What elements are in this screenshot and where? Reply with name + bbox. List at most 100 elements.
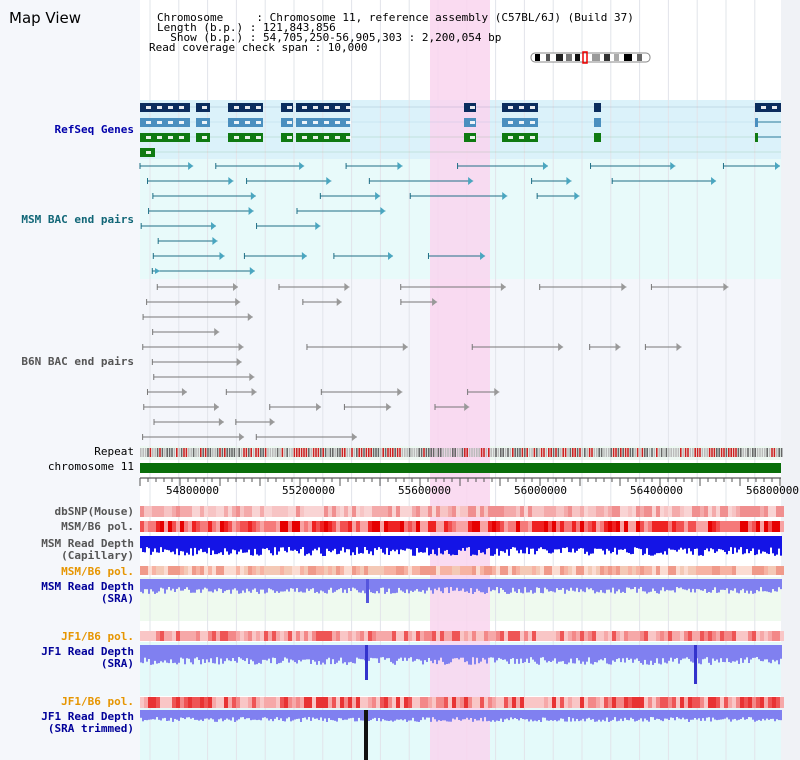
heat-cell xyxy=(776,506,780,517)
depth-bar xyxy=(494,579,496,591)
repeat-element xyxy=(644,448,646,457)
depth-bar xyxy=(668,579,670,591)
heat-cell xyxy=(164,506,168,517)
depth-bar xyxy=(176,536,178,549)
depth-bar xyxy=(758,579,760,592)
depth-bar xyxy=(574,536,576,553)
depth-bar xyxy=(300,536,302,550)
depth-bar xyxy=(496,536,498,549)
heat-cell xyxy=(332,521,336,532)
repeat-element xyxy=(192,448,195,457)
track-label-refseq[interactable]: RefSeq Genes xyxy=(54,123,134,136)
repeat-element xyxy=(408,448,411,457)
heat-cell xyxy=(748,521,752,532)
track-label-msm-depth-sra[interactable]: MSM Read Depth xyxy=(41,580,134,593)
depth-bar xyxy=(646,579,648,594)
depth-bar xyxy=(718,536,720,549)
depth-bar xyxy=(744,645,746,660)
depth-bar xyxy=(500,710,502,719)
depth-bar xyxy=(664,710,666,719)
bac-end-arrow xyxy=(326,177,332,185)
heat-cell xyxy=(360,631,364,641)
depth-bar xyxy=(764,579,766,592)
repeat-element xyxy=(682,448,684,457)
bac-end-arrow xyxy=(344,283,350,291)
track-label-dbsnp[interactable]: dbSNP(Mouse) xyxy=(54,505,134,518)
depth-bar xyxy=(540,645,542,658)
heat-cell xyxy=(752,697,756,708)
depth-bar xyxy=(264,579,266,594)
track-label-msm-pol-2[interactable]: MSM/B6 pol. xyxy=(61,565,134,578)
depth-bar xyxy=(492,645,494,658)
depth-bar xyxy=(400,579,402,591)
depth-bar xyxy=(552,645,554,661)
heat-cell xyxy=(572,506,576,517)
exon-mark xyxy=(157,121,162,124)
track-label-jf1-depth-sra[interactable]: JF1 Read Depth xyxy=(41,645,134,658)
depth-bar xyxy=(608,645,610,665)
track-label-msm-bac[interactable]: MSM BAC end pairs xyxy=(21,213,134,226)
depth-bar xyxy=(726,645,728,659)
depth-bar xyxy=(546,710,548,721)
heat-cell xyxy=(780,631,784,641)
repeat-element xyxy=(298,448,300,457)
depth-bar xyxy=(248,579,250,592)
depth-bar xyxy=(142,710,144,722)
track-label-b6n-bac[interactable]: B6N BAC end pairs xyxy=(21,355,134,368)
heat-cell xyxy=(364,506,368,517)
track-label-jf1-pol[interactable]: JF1/B6 pol. xyxy=(61,630,134,643)
depth-bar xyxy=(174,645,176,663)
heat-cell xyxy=(548,697,552,708)
depth-bar xyxy=(578,645,580,661)
depth-bar xyxy=(162,579,164,589)
depth-bar xyxy=(566,536,568,548)
track-label-jf1-pol-2[interactable]: JF1/B6 pol. xyxy=(61,695,134,708)
heat-cell xyxy=(496,506,500,517)
depth-bar xyxy=(656,579,658,594)
repeat-element xyxy=(240,448,243,457)
depth-bar xyxy=(434,536,436,555)
track-label-chromosome[interactable]: chromosome 11 xyxy=(47,460,134,473)
bac-end-arrow xyxy=(238,343,244,351)
repeat-element xyxy=(392,448,394,457)
depth-bar xyxy=(196,579,198,590)
depth-bar xyxy=(332,645,334,660)
heat-cell xyxy=(224,506,228,517)
heat-cell xyxy=(716,521,720,532)
depth-bar xyxy=(458,579,460,592)
track-label-msm-depth-capillary[interactable]: MSM Read Depth xyxy=(41,537,134,550)
depth-bar xyxy=(300,710,302,722)
track-label-repeat[interactable]: Repeat xyxy=(94,445,134,458)
depth-bar xyxy=(410,645,412,658)
heat-cell xyxy=(676,506,680,517)
heat-cell xyxy=(200,697,204,708)
repeat-element xyxy=(149,448,152,457)
jf1-pol-track-2 xyxy=(140,697,784,708)
depth-bar xyxy=(372,710,374,719)
repeat-element xyxy=(260,448,262,457)
depth-bar xyxy=(360,710,362,721)
depth-bar xyxy=(466,645,468,662)
depth-bar xyxy=(706,579,708,593)
depth-bar xyxy=(234,710,236,722)
heat-cell xyxy=(272,566,276,575)
heat-cell xyxy=(220,566,224,575)
repeat-element xyxy=(663,448,665,457)
depth-bar xyxy=(182,645,184,659)
track-label-msm-pol[interactable]: MSM/B6 pol. xyxy=(61,520,134,533)
heat-cell xyxy=(628,566,632,575)
track-label-jf1-depth-trimmed[interactable]: JF1 Read Depth xyxy=(41,710,134,723)
heat-cell xyxy=(228,521,232,532)
depth-bar xyxy=(470,645,472,665)
repeat-element xyxy=(382,448,384,457)
heat-cell xyxy=(504,521,508,532)
depth-bar xyxy=(170,536,172,553)
depth-bar xyxy=(780,536,782,556)
depth-bar xyxy=(432,579,434,594)
heat-cell xyxy=(672,566,676,575)
depth-bar xyxy=(412,579,414,592)
depth-bar xyxy=(178,579,180,588)
repeat-element xyxy=(317,448,320,457)
heat-cell xyxy=(196,521,200,532)
